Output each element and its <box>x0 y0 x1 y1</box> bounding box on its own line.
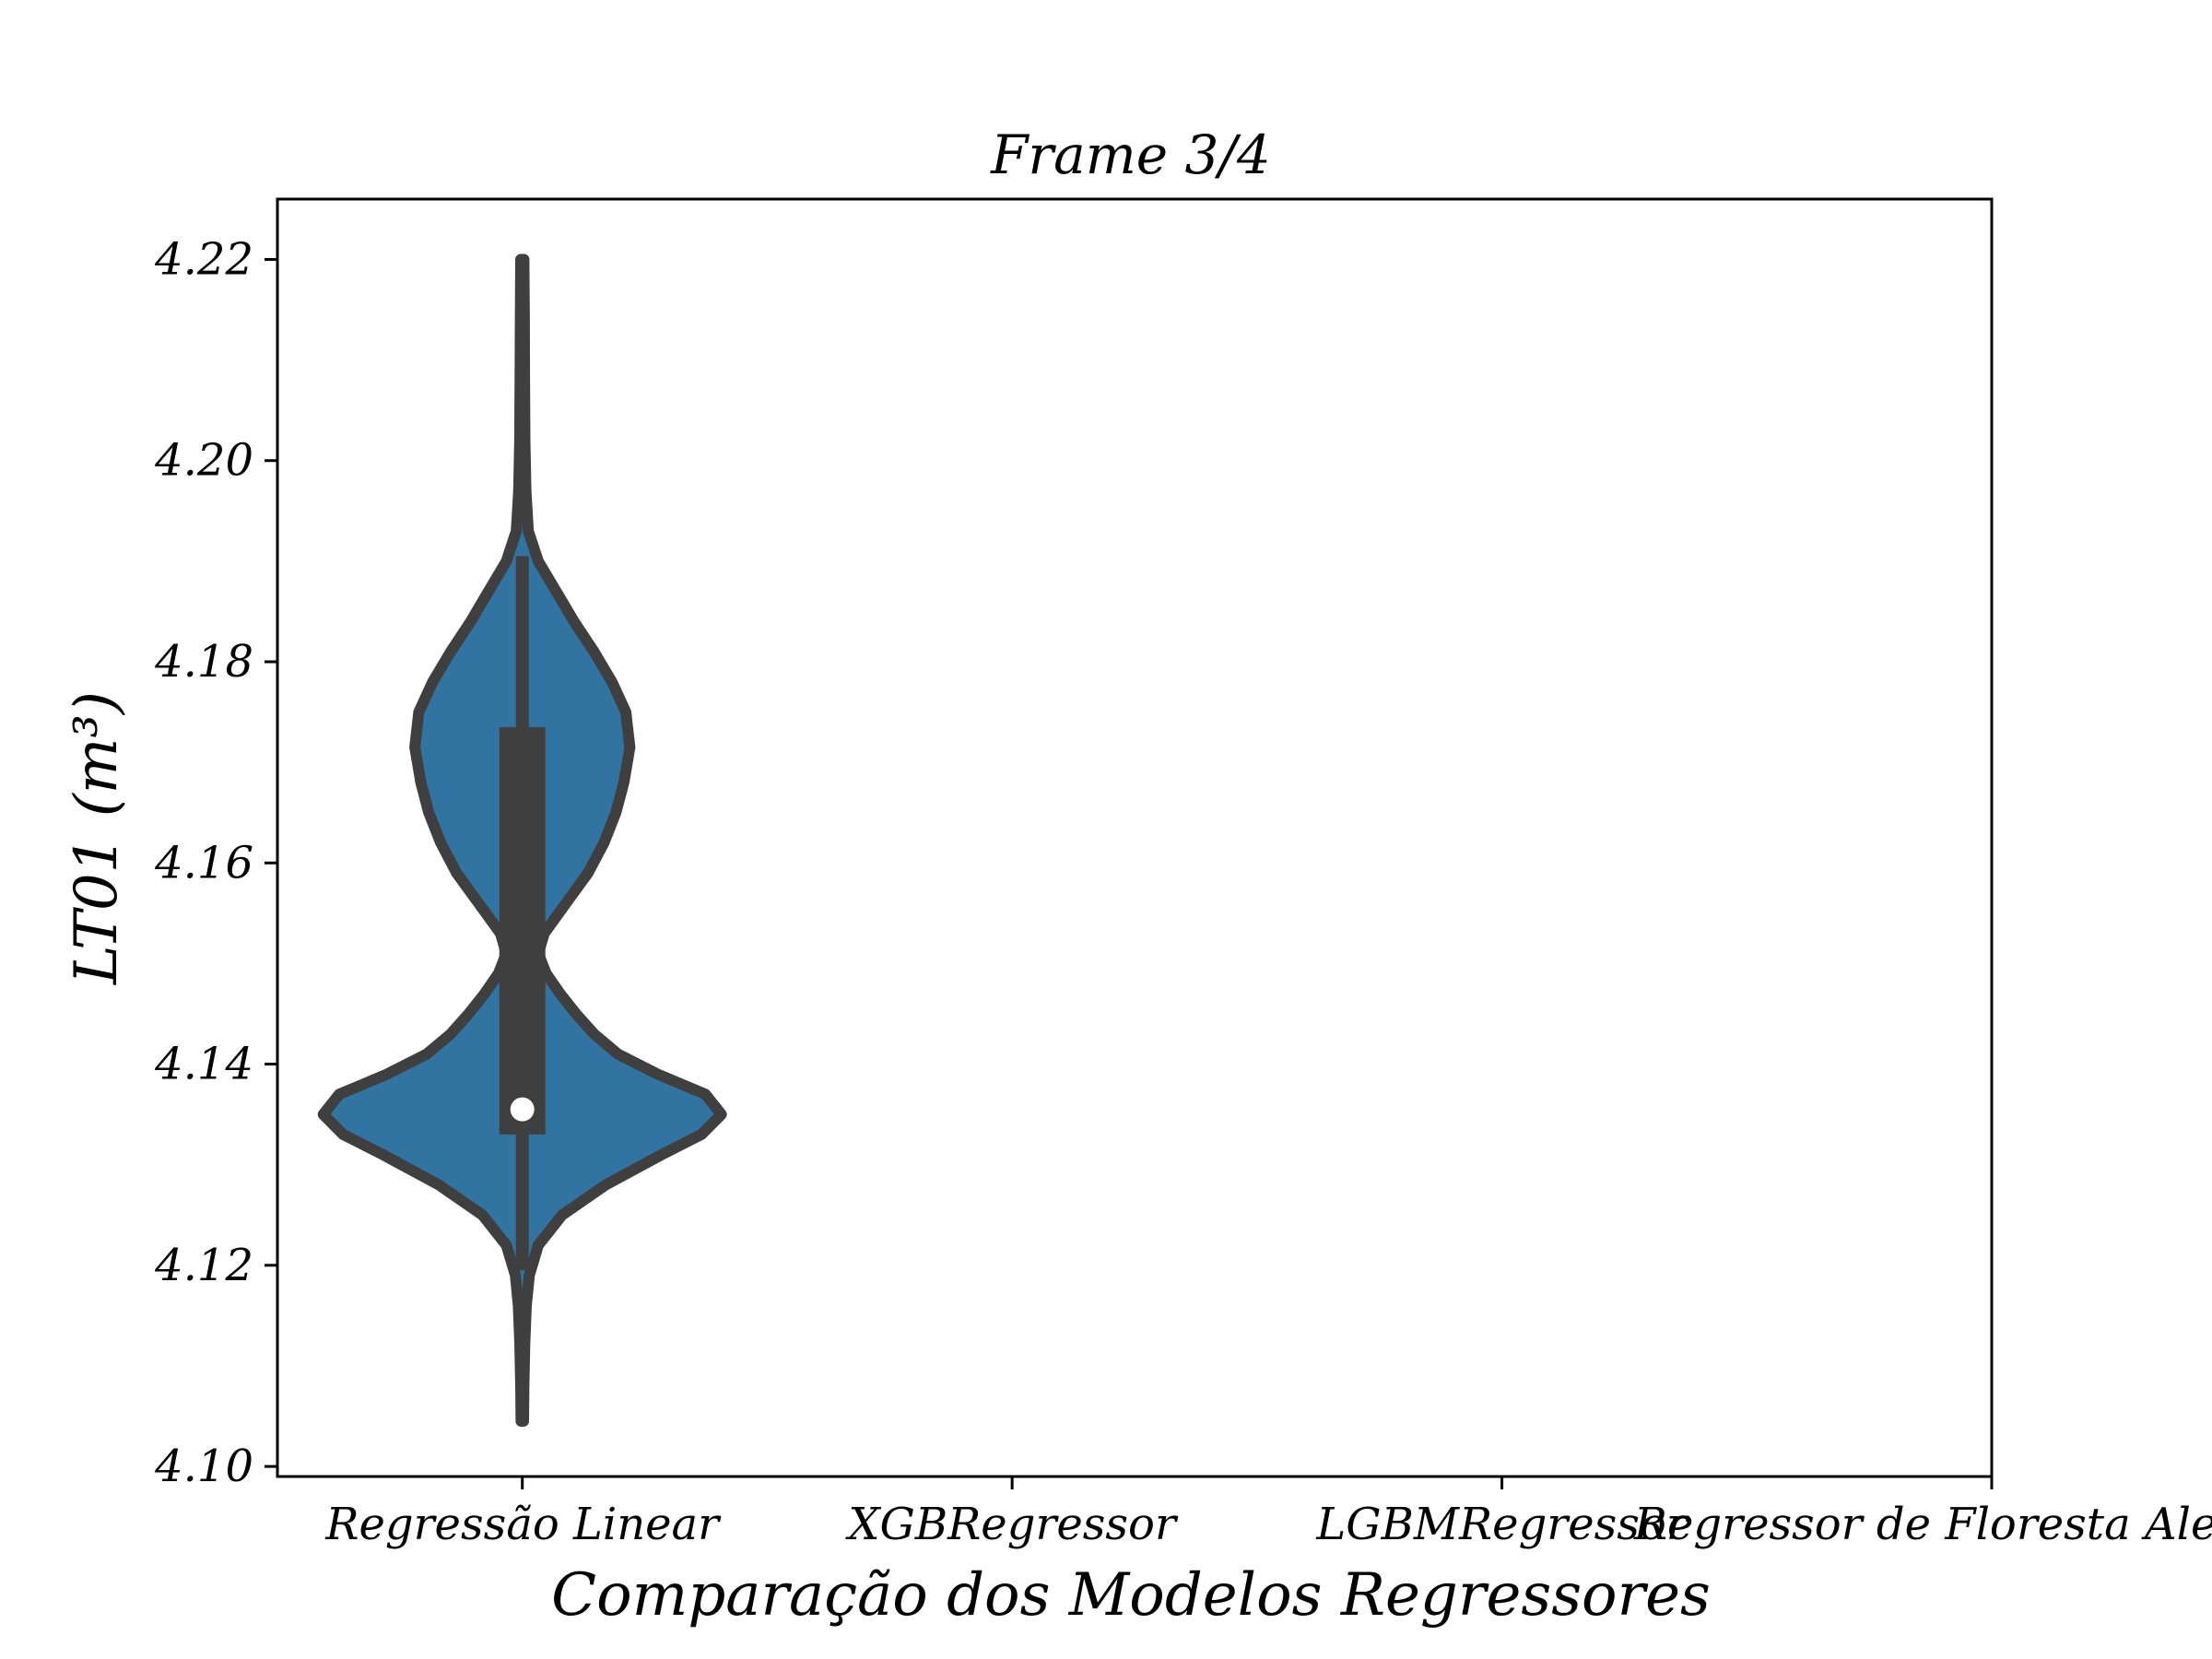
x-axis: Regressão Linear XGBRegressor LGBMRegresso… <box>324 1477 2212 1550</box>
y-tick-label: 4.12 <box>154 1240 253 1291</box>
x-tick-label: XGBRegressor <box>844 1499 1179 1550</box>
y-tick-label: 4.18 <box>154 636 253 688</box>
y-tick-label: 4.20 <box>154 435 253 487</box>
y-axis-title: LT01 (m³) <box>63 691 131 985</box>
axes-frame <box>276 197 1994 1478</box>
x-axis-title: Comparação dos Modelos Regressores <box>551 1561 1711 1630</box>
chart-title: Frame 3/4 <box>990 124 1271 186</box>
x-tick-label: Regressor de Floresta Aleatória <box>1633 1499 2212 1550</box>
y-tick-label: 4.14 <box>154 1039 253 1090</box>
violin-median-marker <box>510 1097 535 1122</box>
y-axis: 4.10 4.12 4.14 4.16 4.18 4.20 4.22 <box>154 233 277 1492</box>
x-tick-label: Regressão Linear <box>324 1499 722 1550</box>
plot-area <box>317 253 727 1427</box>
y-tick-label: 4.16 <box>154 837 253 888</box>
x-tick-label: LGBMRegressor <box>1315 1499 1689 1550</box>
y-tick-label: 4.22 <box>154 233 253 285</box>
violin-iqr-box <box>499 726 546 1135</box>
y-tick-label: 4.10 <box>154 1441 253 1492</box>
